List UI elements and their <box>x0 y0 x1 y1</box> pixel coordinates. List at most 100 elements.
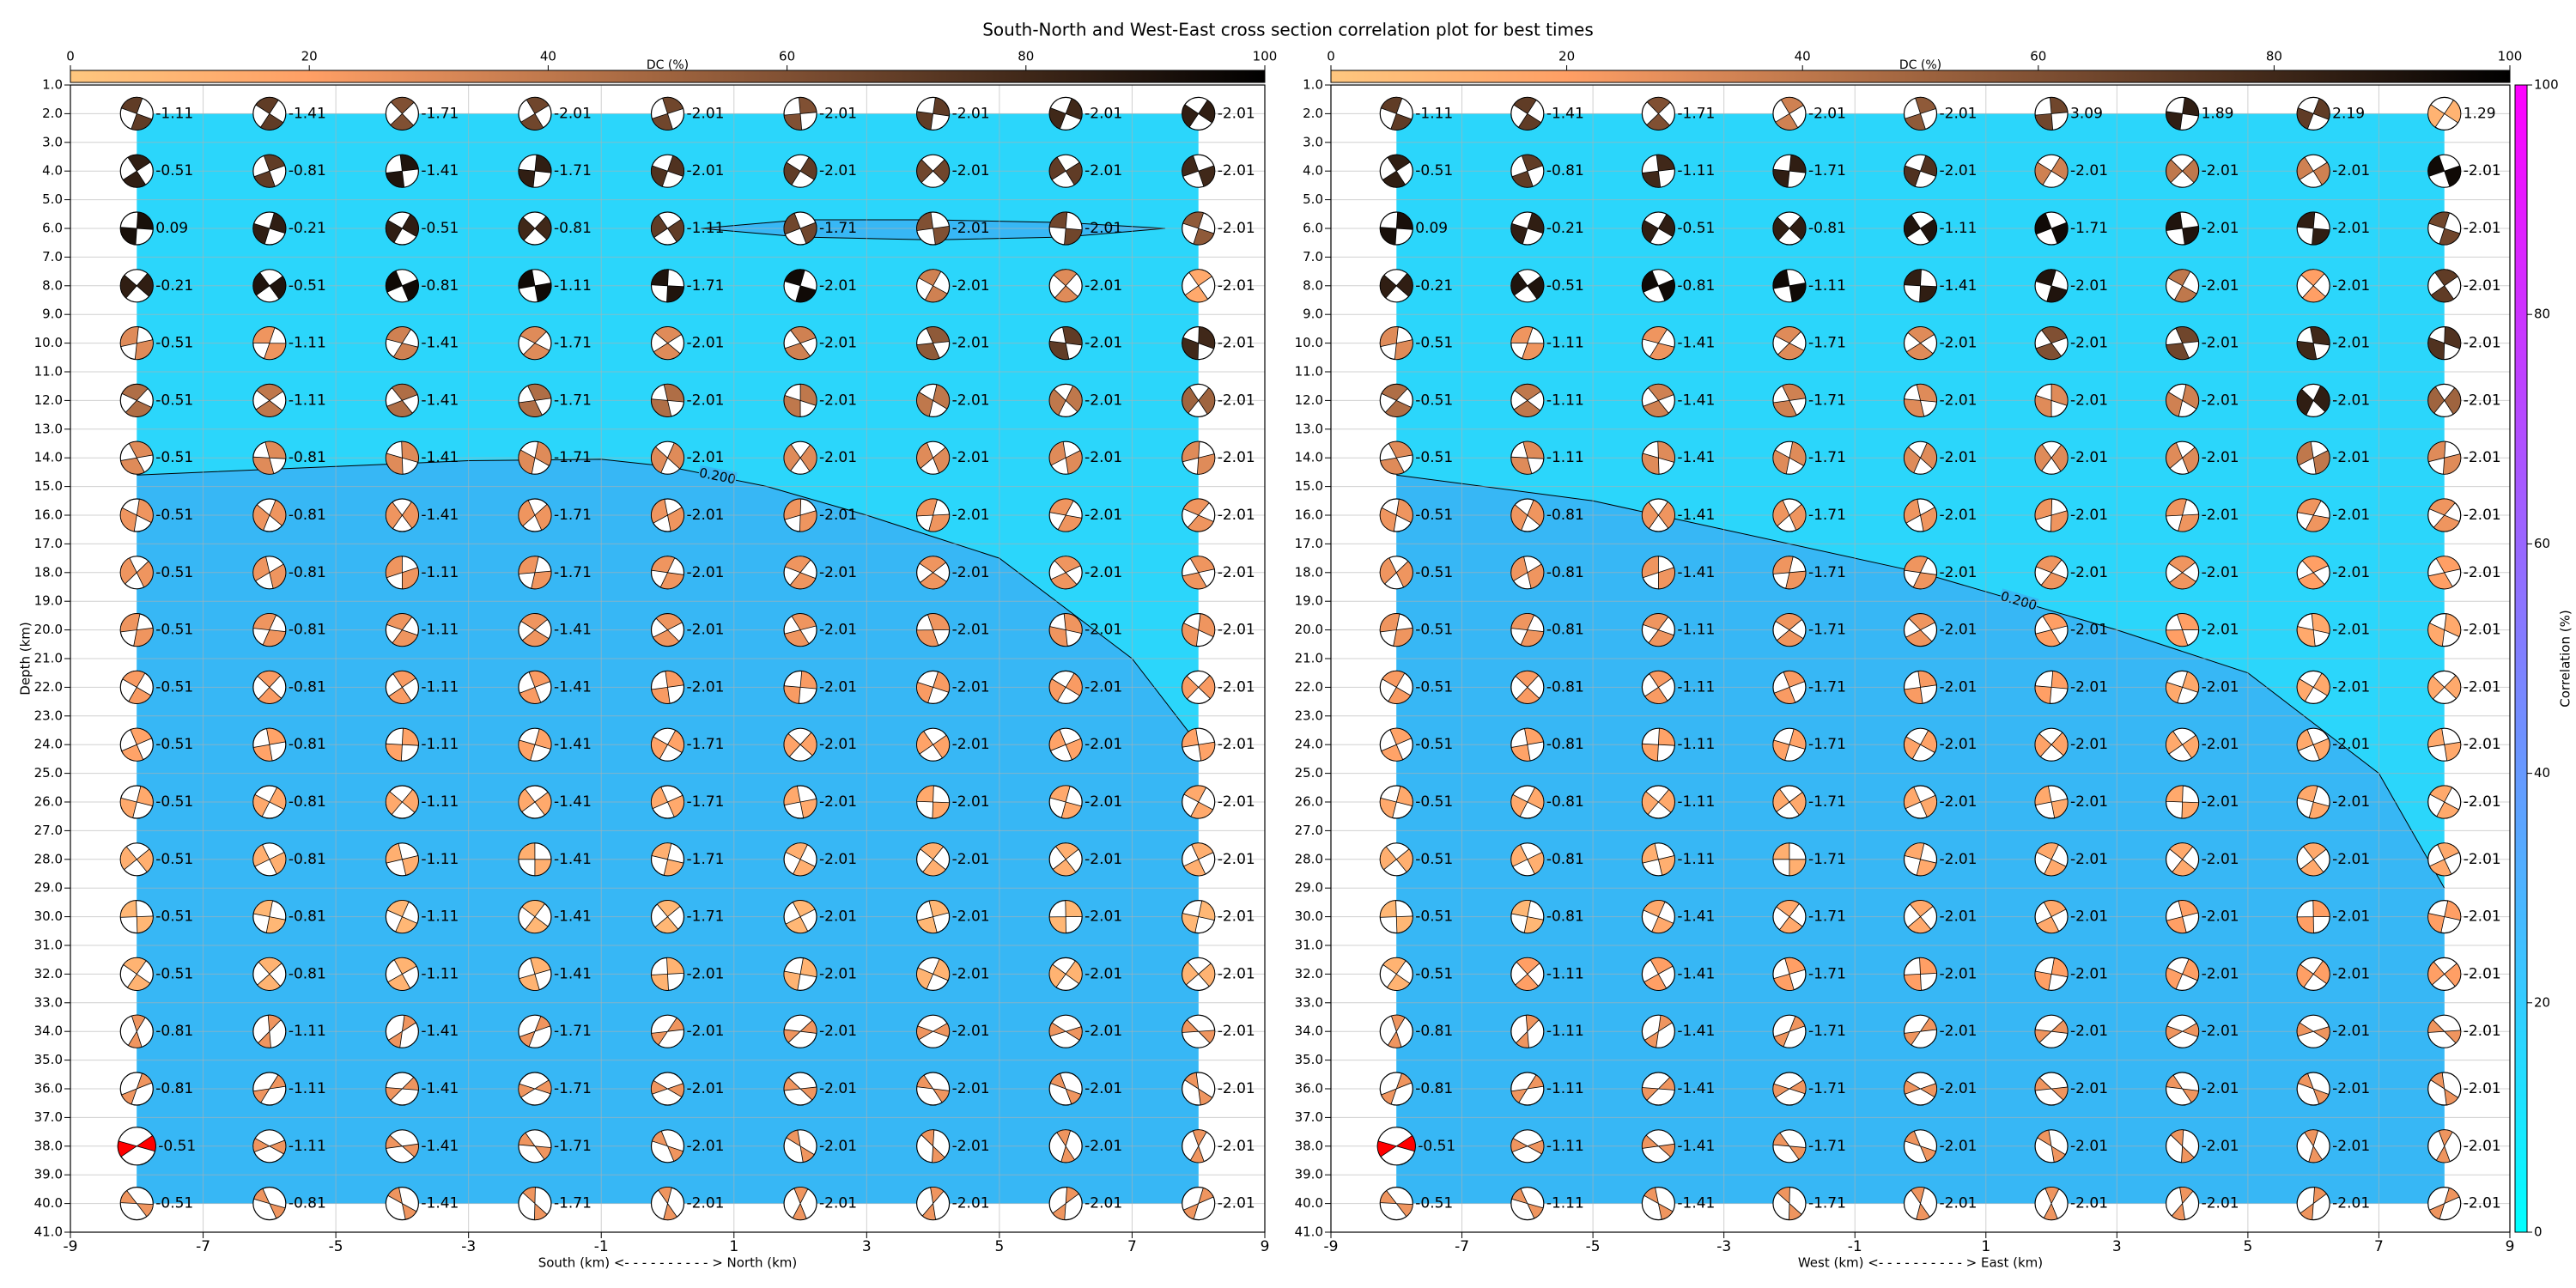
beachball <box>1903 785 1938 819</box>
beachball-label: -1.41 <box>1677 1195 1715 1212</box>
beachball-label: -2.01 <box>687 965 725 982</box>
beachball <box>252 383 287 417</box>
beachball <box>1772 670 1807 705</box>
beachball-label: -2.01 <box>819 622 857 639</box>
beachball <box>385 899 419 934</box>
beachball <box>2296 1072 2330 1106</box>
beachball <box>385 556 419 590</box>
beachball-label: -2.01 <box>1940 105 1978 122</box>
beachball-label: -1.41 <box>1677 908 1715 926</box>
beachball <box>1641 1072 1675 1106</box>
beachball <box>2296 383 2330 417</box>
beachball-quadrant <box>1777 1187 1802 1221</box>
beachball-label: -2.01 <box>2464 736 2501 753</box>
beachball <box>252 1186 287 1221</box>
beachball-label: -0.21 <box>289 220 326 237</box>
beachball-quadrant <box>919 556 947 590</box>
beachball-label: -2.01 <box>1940 392 1978 409</box>
beachball-quadrant <box>1510 727 1544 762</box>
beachball-label: -1.71 <box>1808 622 1846 639</box>
beachball-label: -2.01 <box>2464 1023 2501 1040</box>
beachball <box>1903 842 1938 877</box>
beachball-label: -2.01 <box>687 507 725 524</box>
beachball <box>1048 211 1083 246</box>
beachball <box>1510 899 1545 934</box>
beachball-label: -2.01 <box>687 564 725 581</box>
beachball <box>1379 612 1413 647</box>
beachball <box>1772 1014 1807 1048</box>
beachball-label: -2.01 <box>1084 965 1122 982</box>
beachball-quadrant <box>1513 97 1542 131</box>
beachball <box>2296 1186 2330 1221</box>
beachball-label: -2.01 <box>1940 736 1978 753</box>
y-tick-label: 22.0 <box>34 679 63 695</box>
beachball-quadrant <box>783 732 817 757</box>
beachball <box>252 1072 287 1106</box>
beachball-label: -2.01 <box>1218 507 1255 524</box>
beachball-label: -1.11 <box>1808 277 1846 295</box>
beachball-label: -1.11 <box>1677 162 1715 179</box>
beachball-label: 1.89 <box>2202 105 2234 122</box>
beachball-quadrant <box>1641 213 1675 244</box>
y-tick-label: 6.0 <box>42 221 63 236</box>
dc-colorbar <box>70 70 1266 83</box>
beachball <box>2166 154 2200 188</box>
beachball-label: -2.01 <box>1084 105 1122 122</box>
beachball-quadrant <box>786 1129 815 1163</box>
beachball-quadrant <box>385 788 419 816</box>
y-tick-label: 25.0 <box>1295 765 1323 781</box>
beachball-quadrant <box>2166 731 2199 759</box>
beachball-quadrant <box>1048 1022 1083 1041</box>
beachball-quadrant <box>2298 556 2329 590</box>
beachball-quadrant <box>1642 842 1675 876</box>
beachball-label: -2.01 <box>952 162 990 179</box>
beachball-label: -1.71 <box>554 1138 592 1155</box>
beachball-quadrant <box>1772 728 1807 761</box>
beachball-quadrant <box>252 271 287 300</box>
beachball-quadrant <box>1510 1074 1545 1103</box>
beachball-quadrant <box>2034 1077 2069 1101</box>
beachball <box>2296 842 2330 877</box>
beachball <box>119 612 154 647</box>
beachball-label: -2.01 <box>2332 851 2370 868</box>
beachball-quadrant <box>518 216 552 241</box>
y-tick-label: 5.0 <box>1303 191 1323 207</box>
beachball-label: -1.71 <box>554 392 592 409</box>
beachball <box>2034 383 2069 417</box>
y-tick-label: 30.0 <box>1295 908 1323 924</box>
beachball-quadrant <box>918 269 948 303</box>
beachball-quadrant <box>2035 613 2068 647</box>
beachball-quadrant <box>387 1187 417 1220</box>
beachball-label: -2.01 <box>1218 736 1255 753</box>
beachball-quadrant <box>1382 154 1411 188</box>
beachball-label: -2.01 <box>2464 678 2501 696</box>
x-tick-label: 5 <box>2243 1238 2252 1255</box>
beachball <box>2034 1129 2069 1163</box>
beachball-label: -1.41 <box>554 793 592 811</box>
beachball-label: -1.41 <box>1677 1023 1715 1040</box>
beachball-quadrant <box>2034 498 2069 532</box>
beachball <box>1903 154 1938 188</box>
y-tick-label: 2.0 <box>1303 106 1323 121</box>
beachball-label: -2.01 <box>1808 105 1846 122</box>
beachball <box>1182 440 1216 475</box>
beachball-label: -0.51 <box>155 851 193 868</box>
beachball <box>1772 556 1807 590</box>
beachball <box>252 211 287 246</box>
beachball-label: -2.01 <box>819 277 857 295</box>
beachball-quadrant <box>1048 211 1083 246</box>
y-tick-label: 28.0 <box>34 851 63 866</box>
beachball-label: -1.71 <box>1677 105 1715 122</box>
beachball-label: -2.01 <box>952 1080 990 1097</box>
beachball-label: -1.11 <box>289 392 326 409</box>
beachball-quadrant <box>2168 556 2196 590</box>
y-tick-label: 15.0 <box>1295 478 1323 494</box>
beachball-label: -1.41 <box>554 908 592 926</box>
colorbar-tick-label: 80 <box>2534 307 2550 322</box>
beachball-quadrant <box>386 440 419 475</box>
beachball-label: -2.01 <box>952 1195 990 1212</box>
beachball-quadrant <box>1643 1014 1673 1048</box>
beachball-label: -1.71 <box>554 1080 592 1097</box>
beachball-label: -0.21 <box>1546 220 1584 237</box>
y-tick-label: 31.0 <box>34 938 63 953</box>
